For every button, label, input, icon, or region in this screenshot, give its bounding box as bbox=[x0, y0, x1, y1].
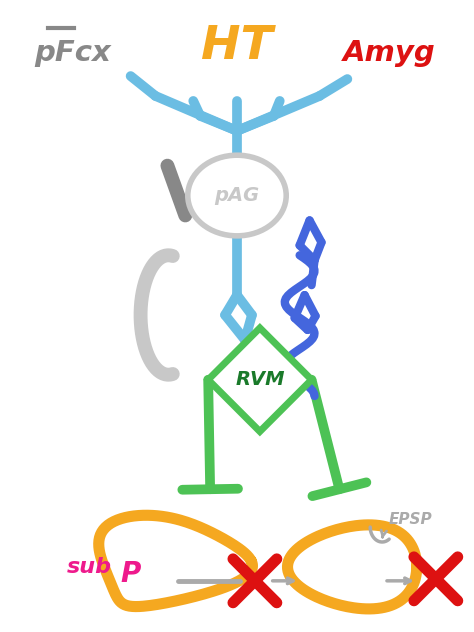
Text: EPSP: EPSP bbox=[389, 511, 433, 526]
Text: pFcx: pFcx bbox=[35, 39, 111, 67]
Ellipse shape bbox=[188, 155, 286, 236]
Text: HT: HT bbox=[201, 23, 273, 69]
Text: pAG: pAG bbox=[214, 186, 260, 205]
Polygon shape bbox=[208, 328, 311, 432]
Text: sub: sub bbox=[66, 557, 111, 577]
Text: Amyg: Amyg bbox=[343, 39, 436, 67]
Text: RVM: RVM bbox=[235, 370, 284, 389]
Text: P: P bbox=[120, 560, 141, 588]
